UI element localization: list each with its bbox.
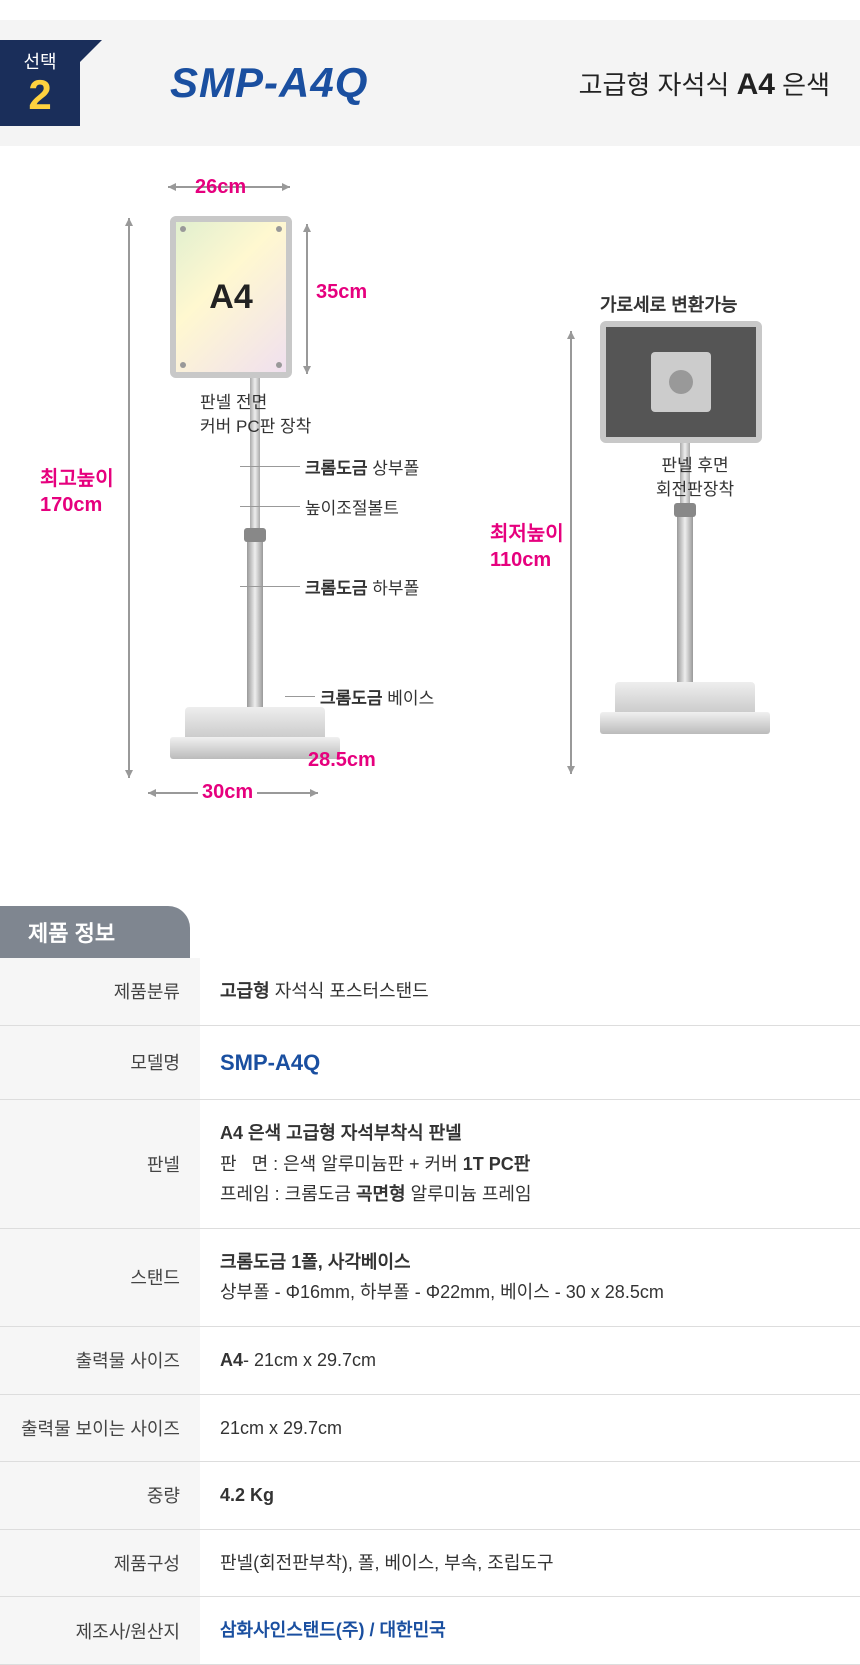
dim-min-height-label: 최저높이 110cm (490, 521, 564, 573)
spec-value: 고급형 자석식 포스터스탠드 (200, 958, 860, 1025)
dim-base-depth: 28.5cm (308, 749, 376, 772)
table-row: 출력물 보이는 사이즈21cm x 29.7cm (0, 1394, 860, 1462)
spec-value: 21cm x 29.7cm (200, 1394, 860, 1462)
spec-value: A4- 21cm x 29.7cm (200, 1326, 860, 1394)
stand-left: A4 (170, 216, 340, 759)
callout-base: 크롬도금 베이스 (320, 684, 434, 709)
header-subtitle: 고급형 자석식 A4 은색 (579, 65, 830, 102)
callout-upper-pole: 크롬도금 상부폴 (305, 454, 419, 479)
spec-label: 모델명 (0, 1025, 200, 1099)
spec-label: 제품분류 (0, 958, 200, 1025)
table-row: 제품분류고급형 자석식 포스터스탠드 (0, 958, 860, 1025)
info-header: 제품 정보 (0, 906, 190, 958)
spec-table: 제품분류고급형 자석식 포스터스탠드모델명SMP-A4Q판넬A4 은색 고급형 … (0, 958, 860, 1665)
product-header: 선택 2 SMP-A4Q 고급형 자석식 A4 은색 (0, 20, 860, 146)
table-row: 스탠드크롬도금 1폴, 사각베이스상부폴 - Φ16mm, 하부폴 - Φ22m… (0, 1228, 860, 1326)
diagram-left: 26cm 최고높이 170cm 35cm A4 판넬 전면 커버 PC판 장착 (40, 176, 460, 826)
diagram-right: 가로세로 변환가능 최저높이 110cm 판넬 후면 회전판장착 (460, 176, 840, 826)
subtitle-size: A4 (737, 68, 775, 101)
panel-frame: A4 (170, 216, 292, 378)
dim-panel-width-value: 26cm (195, 176, 246, 199)
stand-right (600, 321, 770, 734)
spec-value: 판넬(회전판부착), 폴, 베이스, 부속, 조립도구 (200, 1529, 860, 1597)
spec-value: A4 은색 고급형 자석부착식 판넬판 면 : 은색 알루미늄판 + 커버 1T… (200, 1099, 860, 1228)
spec-label: 출력물 보이는 사이즈 (0, 1394, 200, 1462)
spec-value: 4.2 Kg (200, 1462, 860, 1530)
subtitle-color: 은색 (782, 70, 830, 100)
diagram-area: 26cm 최고높이 170cm 35cm A4 판넬 전면 커버 PC판 장착 (0, 146, 860, 876)
dim-base-width: 30cm (198, 781, 257, 804)
spec-label: 판넬 (0, 1099, 200, 1228)
badge-number: 2 (28, 71, 51, 118)
panel-frame-back (600, 321, 762, 443)
spec-value: SMP-A4Q (200, 1025, 860, 1099)
spec-label: 출력물 사이즈 (0, 1326, 200, 1394)
rotation-plate-icon (651, 352, 711, 412)
spec-label: 중량 (0, 1462, 200, 1530)
callout-panel-back: 판넬 후면 회전판장착 (645, 454, 745, 502)
subtitle-prefix: 고급형 자석식 (579, 70, 730, 100)
model-title: SMP-A4Q (170, 59, 368, 107)
dim-max-height-line (128, 218, 130, 778)
selection-badge: 선택 2 (0, 40, 80, 126)
callout-adjust-bolt: 높이조절볼트 (305, 494, 399, 519)
spec-label: 스탠드 (0, 1228, 200, 1326)
table-row: 중량4.2 Kg (0, 1462, 860, 1530)
table-row: 제품구성판넬(회전판부착), 폴, 베이스, 부속, 조립도구 (0, 1529, 860, 1597)
dim-max-height-label: 최고높이 170cm (40, 466, 114, 518)
spec-label: 제조사/원산지 (0, 1597, 200, 1665)
table-row: 제조사/원산지삼화사인스탠드(주) / 대한민국 (0, 1597, 860, 1665)
spec-value: 크롬도금 1폴, 사각베이스상부폴 - Φ16mm, 하부폴 - Φ22mm, … (200, 1228, 860, 1326)
panel-size-text: A4 (209, 278, 252, 317)
spec-label: 제품구성 (0, 1529, 200, 1597)
info-section: 제품 정보 제품분류고급형 자석식 포스터스탠드모델명SMP-A4Q판넬A4 은… (0, 906, 860, 1665)
table-row: 출력물 사이즈A4- 21cm x 29.7cm (0, 1326, 860, 1394)
spec-value: 삼화사인스탠드(주) / 대한민국 (200, 1597, 860, 1665)
table-row: 판넬A4 은색 고급형 자석부착식 판넬판 면 : 은색 알루미늄판 + 커버 … (0, 1099, 860, 1228)
callout-lower-pole: 크롬도금 하부폴 (305, 574, 419, 599)
dim-min-height-line (570, 331, 572, 774)
orientation-note: 가로세로 변환가능 (600, 291, 737, 317)
height-bolt (244, 528, 266, 542)
callout-panel-front: 판넬 전면 커버 PC판 장착 (200, 391, 311, 439)
table-row: 모델명SMP-A4Q (0, 1025, 860, 1099)
